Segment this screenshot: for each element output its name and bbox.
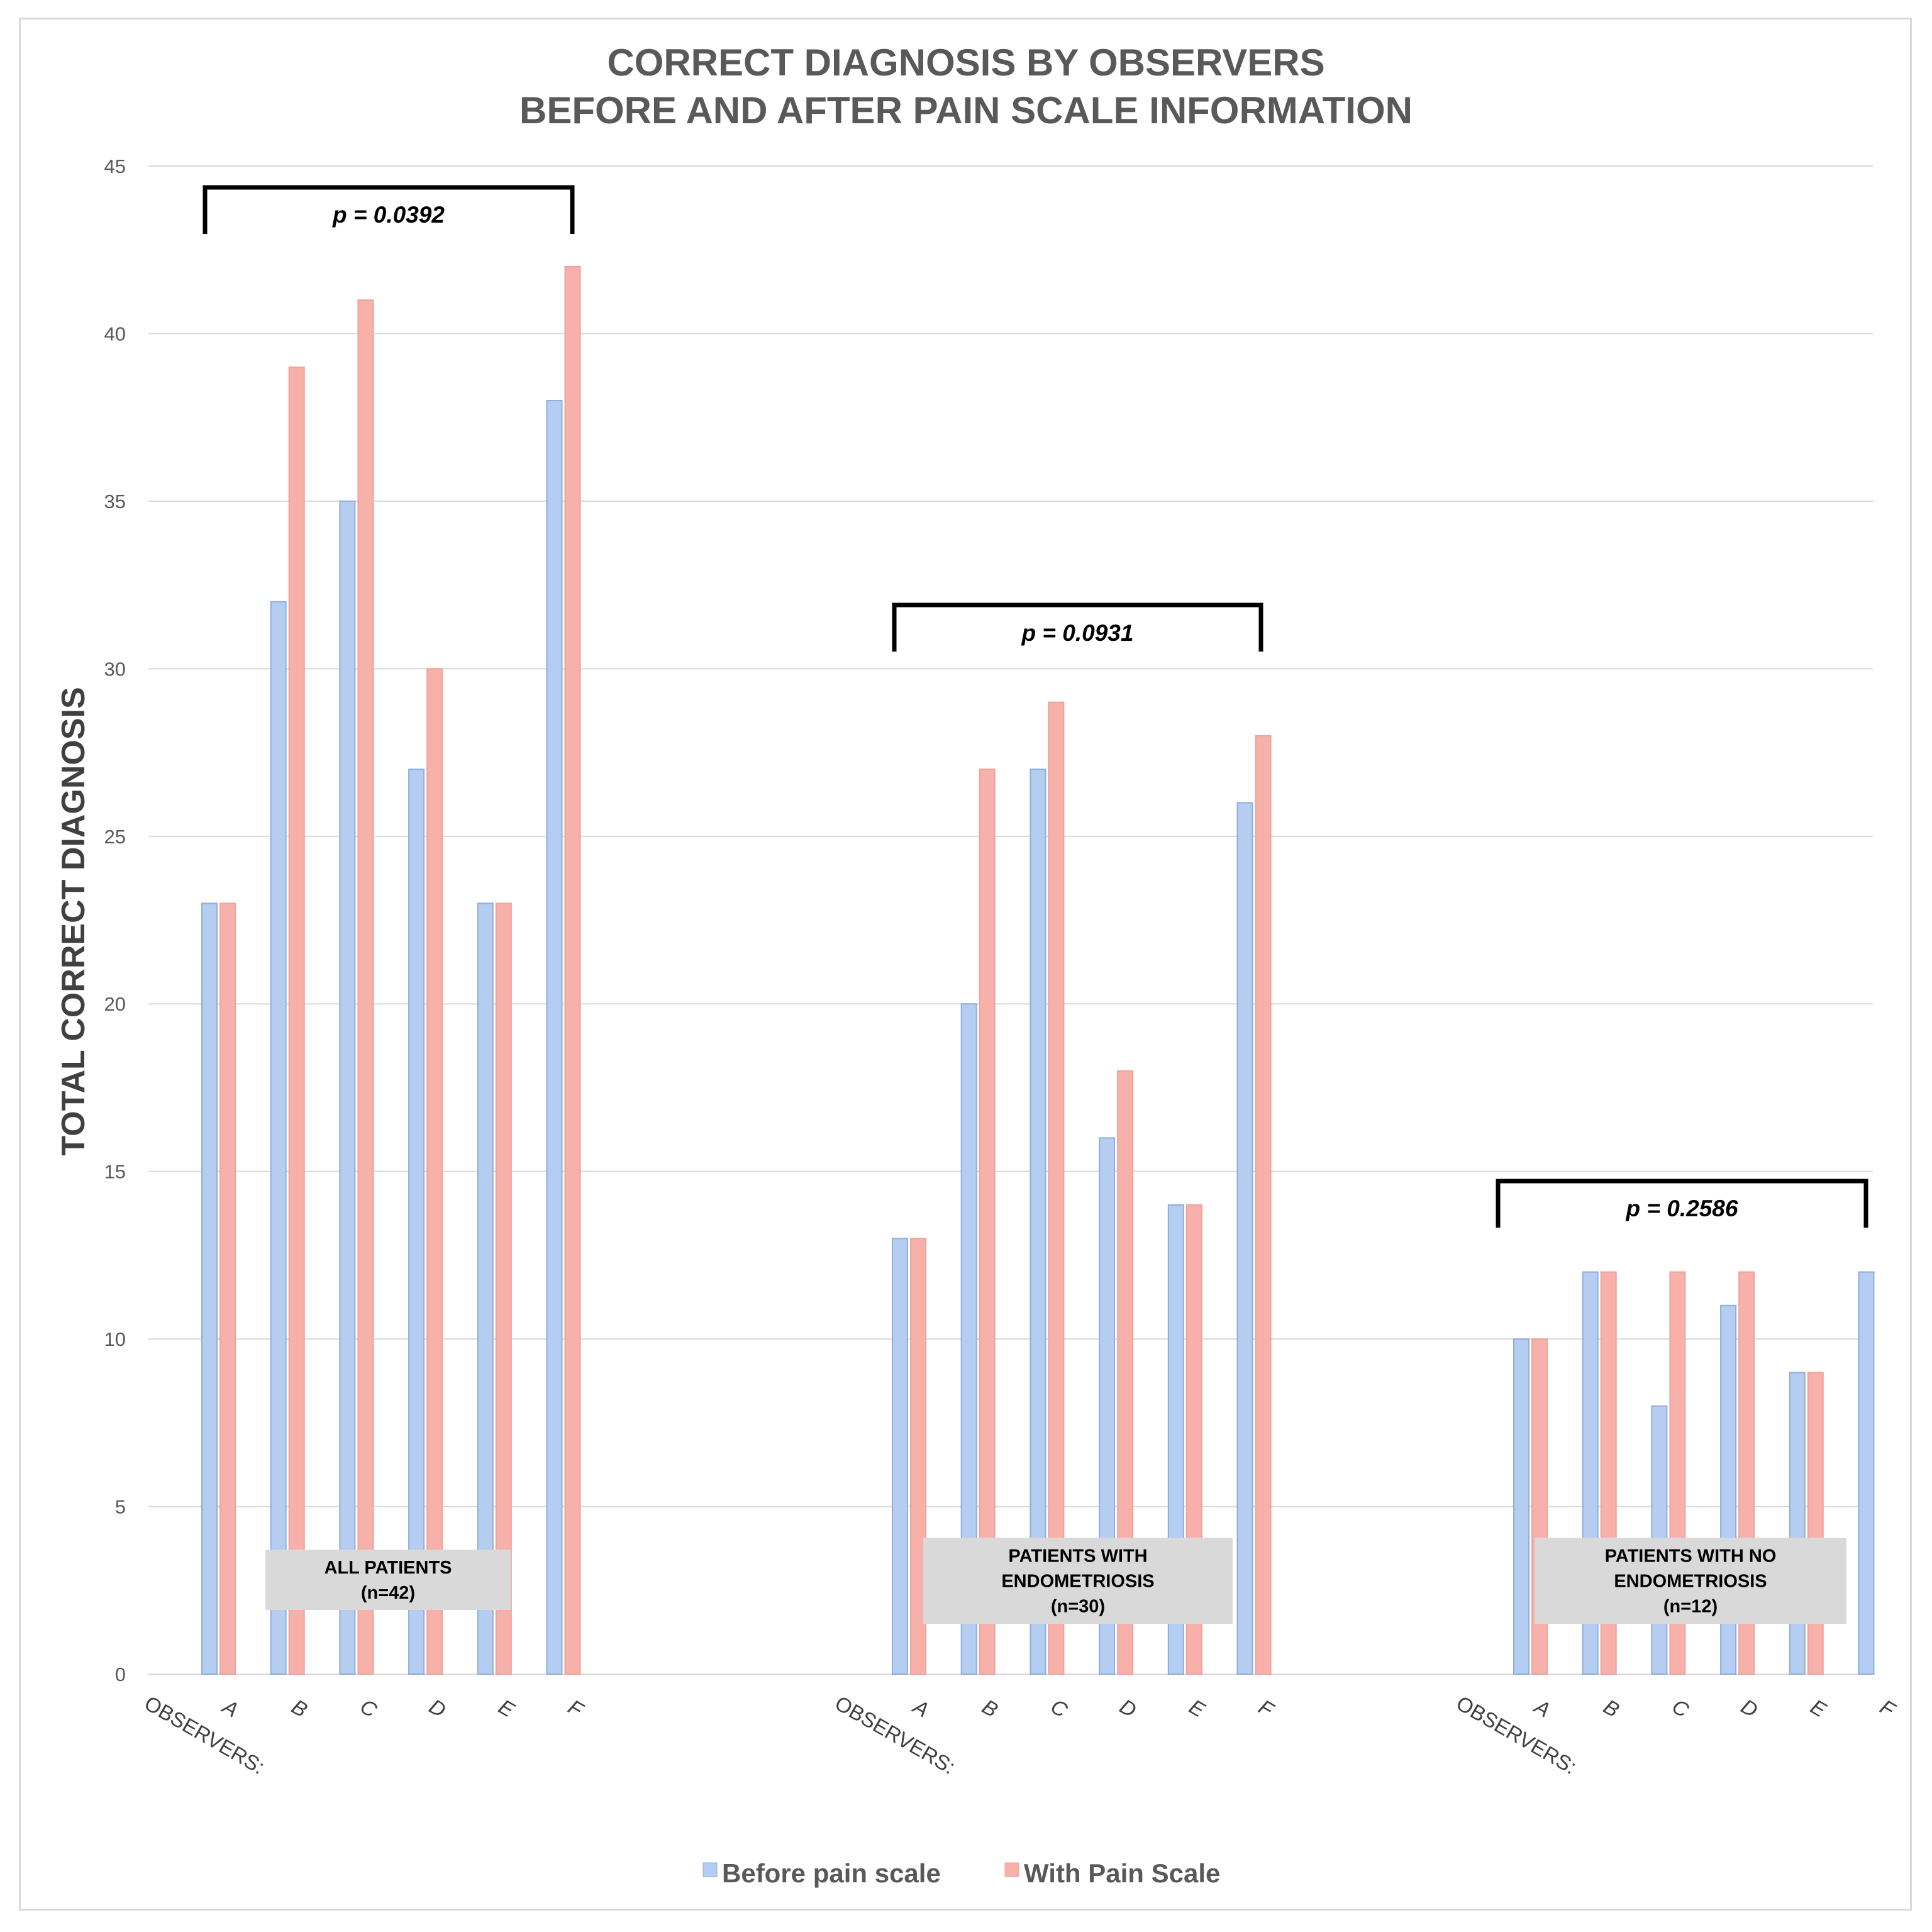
x-tick-label: D (1116, 1694, 1140, 1722)
group-label-box (265, 1550, 511, 1610)
y-tick-label: 25 (104, 826, 126, 848)
bar-with (1807, 1372, 1824, 1675)
chart-frame (19, 18, 1912, 1911)
annotations: p = 0.0392 ALL PATIENTS (n=42) p = 0.0931 PA… (203, 185, 1868, 1624)
group-label-box (923, 1538, 1233, 1624)
bar-with (1255, 735, 1272, 1675)
p-value-label: p = 0.2586 (1626, 1196, 1738, 1221)
p-value-label: p = 0.0392 (332, 202, 445, 228)
bar-with (288, 366, 305, 1675)
x-tick-label: C (357, 1694, 382, 1723)
x-tick-label: E (495, 1695, 519, 1723)
bar-before (408, 769, 425, 1675)
y-tick-label: 30 (104, 658, 126, 680)
x-tick-label: E (1807, 1695, 1831, 1723)
bar-with (1531, 1338, 1548, 1675)
observers-label: OBSERVERS: (1453, 1691, 1581, 1779)
legend-label-before: Before pain scale (722, 1858, 941, 1888)
group-label-line: ENDOMETRIOSIS (1614, 1572, 1767, 1592)
bar-with (357, 299, 374, 1675)
x-tick-label: A (218, 1694, 242, 1722)
bar-before (1858, 1271, 1875, 1675)
group-label-line: (n=30) (1051, 1597, 1105, 1617)
bar-with (426, 668, 443, 1675)
bar-with (979, 769, 996, 1675)
y-tick-label: 45 (104, 155, 126, 177)
x-tick-label: D (425, 1694, 450, 1722)
legend-swatch-before (702, 1862, 718, 1877)
x-tick-label: B (288, 1695, 312, 1722)
x-tick-label: C (1668, 1694, 1694, 1723)
bar-before (477, 902, 494, 1675)
significance-bracket (203, 185, 575, 234)
bar-before (339, 500, 356, 1675)
legend-swatch-with (1004, 1862, 1019, 1877)
x-tick-label: A (908, 1694, 933, 1722)
observers-label: OBSERVERS: (831, 1691, 960, 1779)
x-tick-label: E (1185, 1695, 1209, 1723)
group-label-line: ALL PATIENTS (325, 1558, 452, 1578)
group-label-box (1535, 1538, 1846, 1624)
bar-with (1048, 701, 1065, 1675)
p-value-label: p = 0.0931 (1021, 620, 1134, 646)
group-label-line: ENDOMETRIOSIS (1001, 1572, 1154, 1592)
x-tick-label: F (1876, 1695, 1900, 1722)
x-tick-label: B (979, 1695, 1002, 1722)
x-tick-label: F (1255, 1695, 1279, 1722)
bar-before (892, 1238, 908, 1675)
legend-label-with: With Pain Scale (1024, 1858, 1220, 1888)
chart-title-line-2: BEFORE AND AFTER PAIN SCALE INFORMATION (519, 89, 1413, 131)
group-label-line: PATIENTS WITH NO (1605, 1546, 1777, 1567)
bar-with (495, 902, 512, 1675)
bar-before (270, 601, 287, 1675)
x-tick-label: D (1737, 1694, 1762, 1722)
y-tick-label: 5 (115, 1496, 126, 1518)
group-label-line: PATIENTS WITH (1008, 1546, 1147, 1567)
y-tick-label: 0 (115, 1663, 126, 1685)
y-tick-label: 35 (104, 491, 126, 513)
x-tick-label: C (1047, 1694, 1072, 1723)
y-tick-label: 15 (104, 1161, 126, 1183)
y-tick-label: 40 (104, 323, 126, 345)
observers-label: OBSERVERS: (141, 1691, 269, 1779)
group-label-line: (n=42) (361, 1583, 415, 1603)
x-tick-label: F (564, 1695, 588, 1722)
y-tick-label: 10 (104, 1328, 126, 1350)
y-tick-label: 20 (104, 993, 126, 1015)
x-tick-label: B (1600, 1695, 1624, 1722)
bar-before (1030, 769, 1046, 1675)
bar-before (546, 400, 563, 1675)
y-axis-label: TOTAL CORRECT DIAGNOSIS (55, 687, 92, 1155)
group-label-line: (n=12) (1663, 1597, 1718, 1617)
bar-before (1789, 1372, 1806, 1675)
bar-before (1236, 802, 1253, 1675)
x-tick-label: A (1530, 1694, 1554, 1722)
bar-with (564, 265, 581, 1675)
significance-bracket (1496, 1179, 1868, 1228)
legend: Before pain scale With Pain Scale (702, 1858, 1220, 1888)
bar-before (1513, 1338, 1530, 1675)
bar-with (219, 902, 236, 1675)
bar-before (201, 902, 218, 1675)
significance-bracket (892, 602, 1263, 652)
chart-title-line-1: CORRECT DIAGNOSIS BY OBSERVERS (607, 42, 1324, 84)
